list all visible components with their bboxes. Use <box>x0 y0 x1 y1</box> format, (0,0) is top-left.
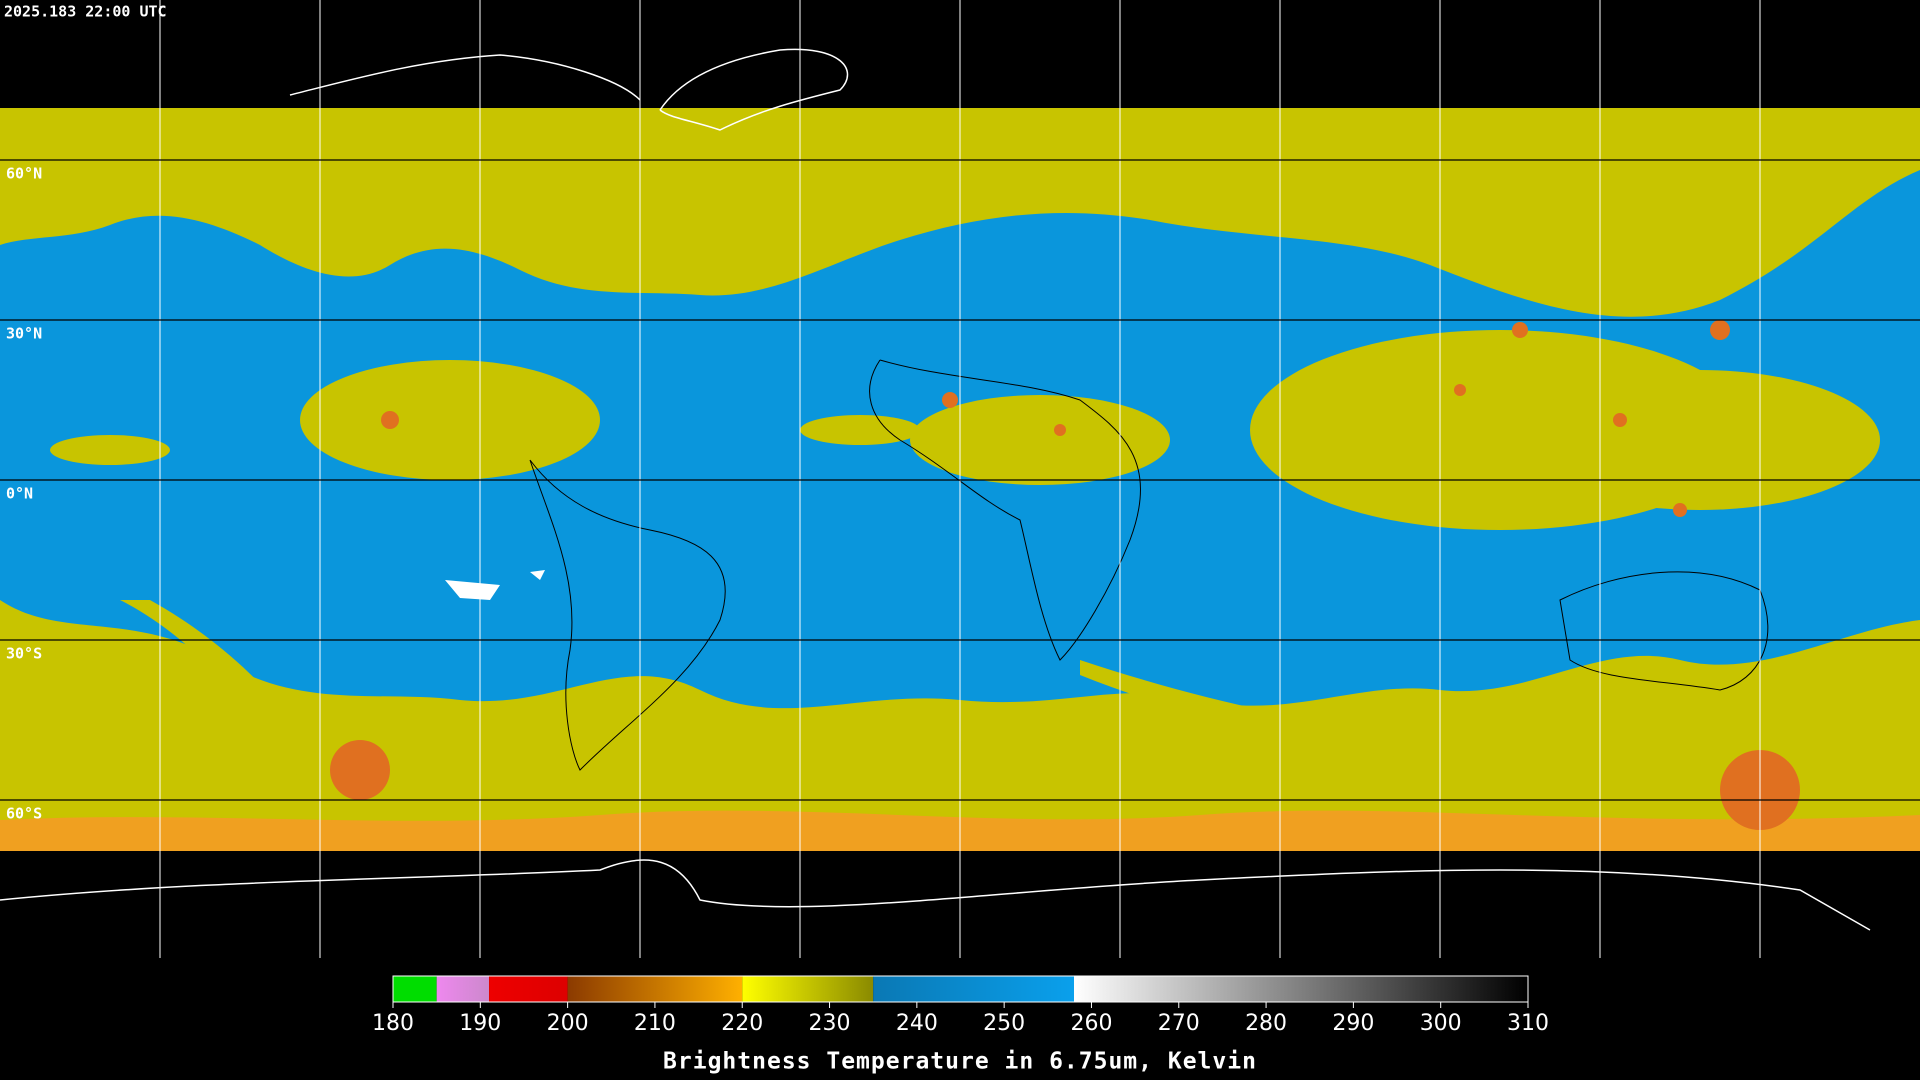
colorbar-tick-label: 200 <box>547 1011 589 1036</box>
latitude-label: 30°S <box>6 645 42 663</box>
latitude-label: 30°N <box>6 325 42 343</box>
coastlines-dark <box>529 359 1769 771</box>
convection-america <box>300 360 600 480</box>
colorbar-tick-label: 210 <box>634 1011 676 1036</box>
convection-pacific <box>1520 370 1880 510</box>
colorbar-tick-label: 240 <box>896 1011 938 1036</box>
colorbar-segment <box>393 976 437 1002</box>
colorbar-title: Brightness Temperature in 6.75um, Kelvin <box>663 1049 1257 1075</box>
southern-streak <box>120 600 1420 790</box>
warm-spot <box>445 570 545 600</box>
graticule: 60°N 30°N 0°N 30°S 60°S <box>0 0 1920 958</box>
colorbar-segment <box>489 976 568 1002</box>
colorbar-tick-label: 260 <box>1070 1011 1112 1036</box>
colorbar-tick-label: 310 <box>1507 1011 1549 1036</box>
colorbar: 180 190 200 210 220 230 240 250 260 270 280 290 300 3… <box>372 975 1549 1036</box>
coastlines-polar <box>0 48 1871 931</box>
colorbar-segment <box>873 976 1074 1002</box>
colorbar-frame <box>392 975 1529 1003</box>
colorbar-tick-label: 280 <box>1245 1011 1287 1036</box>
colorbar-segment <box>436 976 490 1002</box>
colorbar-segment <box>742 976 874 1002</box>
colorbar-tick-label: 230 <box>809 1011 851 1036</box>
colorbar-segment <box>1074 976 1528 1002</box>
latitude-label: 60°N <box>6 165 42 183</box>
colorbar-tick-label: 300 <box>1420 1011 1462 1036</box>
colorbar-tick-label: 180 <box>372 1011 414 1036</box>
colorbar-tick-label: 290 <box>1332 1011 1374 1036</box>
colorbar-segment <box>567 976 743 1002</box>
convection-east-pacific <box>50 435 170 465</box>
latitude-label: 0°N <box>6 485 33 503</box>
colorbar-tick-label: 190 <box>459 1011 501 1036</box>
colorbar-tick-label: 220 <box>721 1011 763 1036</box>
timestamp: 2025.183 22:00 UTC <box>4 3 167 21</box>
latitude-label: 60°S <box>6 805 42 823</box>
convection-africa <box>910 395 1170 485</box>
convection-atlantic <box>800 415 920 445</box>
colorbar-tick-label: 270 <box>1158 1011 1200 1036</box>
colorbar-tick-label: 250 <box>983 1011 1025 1036</box>
